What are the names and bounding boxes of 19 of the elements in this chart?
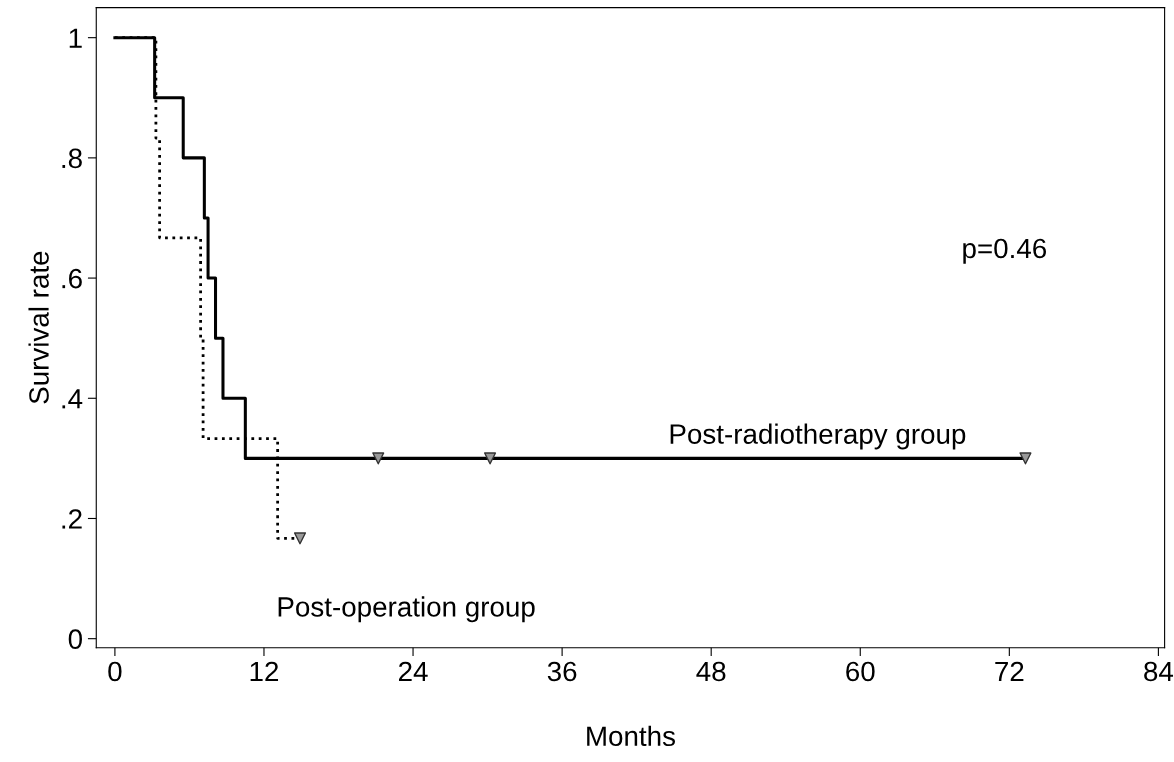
x-axis-title: Months (587, 725, 675, 747)
y-tick-label: .8 (62, 148, 82, 169)
annotation: p=0.46 (963, 238, 1047, 264)
x-tick-label: 36 (547, 661, 577, 682)
annotation: Post-radiotherapy group (670, 423, 966, 450)
x-tick-label: 12 (250, 661, 279, 682)
y-tick-label: .2 (62, 509, 82, 529)
x-tick-label: 0 (108, 661, 122, 682)
x-tick-label: 72 (995, 661, 1024, 682)
y-tick-label: 0 (68, 629, 82, 650)
y-tick-label: .4 (62, 389, 83, 409)
x-tick-label: 84 (1144, 661, 1174, 682)
x-tick-label: 48 (696, 661, 726, 682)
y-tick-label: .6 (62, 268, 82, 289)
y-tick-label: 1 (69, 28, 82, 48)
x-tick-label: 60 (846, 661, 875, 682)
annotation: Post-operation group (278, 596, 535, 623)
x-tick-label: 24 (398, 661, 428, 682)
y-axis-title: Survival rate (28, 251, 49, 404)
